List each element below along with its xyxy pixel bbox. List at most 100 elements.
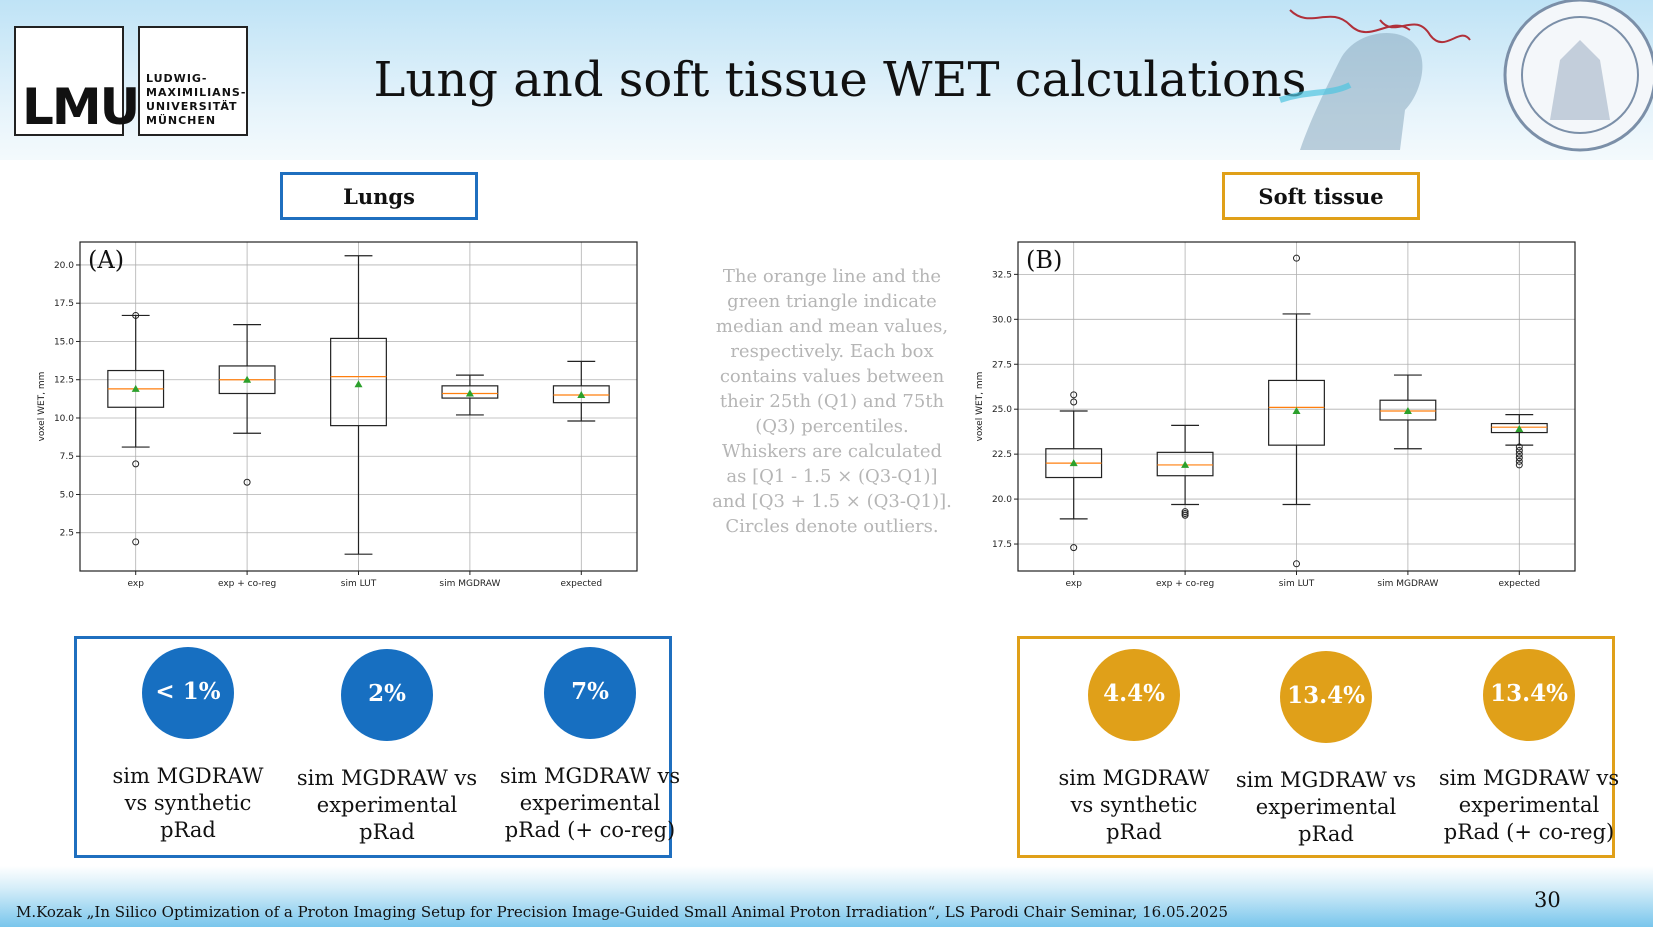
x-tick-label: expected xyxy=(1498,579,1540,589)
mean-marker xyxy=(1515,424,1524,432)
box xyxy=(1379,399,1437,421)
stat-line: pRad xyxy=(160,818,216,842)
lungs-boxplot: 2.5 5.0 7.5 10.0 12.5 15.0 17.5 20.0 exp exp + co… xyxy=(37,241,638,589)
stat-line: sim MGDRAW xyxy=(1058,766,1210,790)
x-tick-label: exp xyxy=(127,579,144,589)
y-tick-label: 2.5 xyxy=(60,529,74,539)
stat-line: vs synthetic xyxy=(124,791,252,815)
x-tick-label: exp xyxy=(1065,579,1082,589)
plot-frame xyxy=(79,241,638,572)
footer-citation: M.Kozak „In Silico Optimization of a Pro… xyxy=(16,903,1229,921)
stat-line: pRad xyxy=(1298,822,1354,846)
outlier-point xyxy=(1293,254,1300,262)
outlier-point xyxy=(1515,461,1523,469)
soft-tissue-stats-panel: 4.4% sim MGDRAW vs synthetic pRad 13.4% … xyxy=(1017,636,1619,858)
lungs-stat: 7% sim MGDRAW vs experimental pRad (+ co… xyxy=(490,647,690,844)
page-number: 30 xyxy=(1534,888,1561,912)
stat-line: experimental xyxy=(519,791,661,815)
stat-line: pRad (+ co-reg) xyxy=(504,818,676,842)
outlier-point xyxy=(243,478,251,486)
box xyxy=(1045,448,1103,479)
stat-line: experimental xyxy=(1458,793,1600,817)
lmu-name-line: LUDWIG- xyxy=(146,72,208,85)
stat-description: sim MGDRAW vs experimental pRad xyxy=(1226,767,1426,848)
stat-line: sim MGDRAW vs xyxy=(1235,768,1417,792)
x-tick-label: sim LUT xyxy=(341,579,377,589)
x-tick-label: sim LUT xyxy=(1279,579,1315,589)
stat-circle: 7% xyxy=(544,647,636,739)
plot-frame xyxy=(1017,241,1576,572)
x-tick-label: expected xyxy=(560,579,602,589)
stat-description: sim MGDRAW vs synthetic pRad xyxy=(88,763,288,844)
lmu-logo-mark: LMU xyxy=(22,78,140,136)
outlier-point xyxy=(1293,560,1300,568)
outlier-point xyxy=(132,311,140,319)
x-tick-label: sim MGDRAW xyxy=(439,579,500,589)
soft-tissue-stat: 13.4% sim MGDRAW vs experimental pRad (+… xyxy=(1429,649,1629,846)
outlier-point xyxy=(1515,454,1523,462)
box xyxy=(1268,379,1325,446)
y-tick-label: 17.5 xyxy=(992,540,1012,550)
stat-line: sim MGDRAW vs xyxy=(499,764,681,788)
outlier-point xyxy=(1515,457,1523,465)
y-tick-label: 27.5 xyxy=(992,360,1012,370)
outlier-point xyxy=(1515,450,1523,458)
stat-description: sim MGDRAW vs synthetic pRad xyxy=(1034,765,1234,846)
stat-circle: 13.4% xyxy=(1483,649,1575,741)
mean-marker xyxy=(1181,460,1190,468)
lmu-name-line: MAXIMILIANS- xyxy=(146,86,247,99)
lmu-name-line: MÜNCHEN xyxy=(146,114,217,127)
stat-line: pRad xyxy=(359,820,415,844)
mean-marker xyxy=(243,375,252,383)
stat-circle: 2% xyxy=(341,649,433,741)
x-tick-label: sim MGDRAW xyxy=(1377,579,1438,589)
soft-tissue-boxplot: 17.5 20.0 22.5 25.0 27.5 30.0 32.5 exp exp + co-… xyxy=(975,241,1576,589)
mean-marker xyxy=(131,384,140,392)
lmu-name-logo: LUDWIG- MAXIMILIANS- UNIVERSITÄT MÜNCHEN xyxy=(138,26,248,136)
mean-marker xyxy=(354,380,363,388)
stat-line: sim MGDRAW vs xyxy=(1438,766,1620,790)
box xyxy=(1490,422,1548,434)
stat-line: vs synthetic xyxy=(1070,793,1198,817)
outlier-point xyxy=(1070,398,1078,406)
y-axis-label: voxel WET, mm xyxy=(37,372,47,442)
stat-line: experimental xyxy=(316,793,458,817)
y-tick-label: 32.5 xyxy=(992,270,1012,280)
lungs-stat: 2% sim MGDRAW vs experimental pRad xyxy=(287,649,487,846)
box xyxy=(1156,451,1214,477)
outlier-point xyxy=(1070,544,1078,552)
stat-line: sim MGDRAW vs xyxy=(296,766,478,790)
footer-band xyxy=(0,866,1653,927)
mean-marker xyxy=(1292,406,1301,414)
y-axis-label: voxel WET, mm xyxy=(975,372,985,442)
box xyxy=(330,337,387,427)
mean-marker xyxy=(577,391,586,399)
slide-title: Lung and soft tissue WET calculations xyxy=(373,52,1307,108)
y-tick-label: 15.0 xyxy=(54,337,74,347)
soft-tissue-label: Soft tissue xyxy=(1222,172,1420,220)
y-tick-label: 5.0 xyxy=(60,490,75,500)
y-tick-label: 12.5 xyxy=(54,376,74,386)
box xyxy=(441,385,499,399)
y-tick-label: 7.5 xyxy=(60,452,74,462)
y-tick-label: 25.0 xyxy=(992,405,1012,415)
outlier-point xyxy=(132,538,140,546)
y-tick-label: 30.0 xyxy=(992,315,1012,325)
box xyxy=(552,385,610,404)
stat-circle: 4.4% xyxy=(1088,649,1180,741)
panel-label: (B) xyxy=(1026,246,1062,274)
stat-circle: 13.4% xyxy=(1280,651,1372,743)
stat-description: sim MGDRAW vs experimental pRad (+ co-re… xyxy=(490,763,690,844)
outlier-point xyxy=(132,460,140,468)
soft-tissue-stat: 13.4% sim MGDRAW vs experimental pRad xyxy=(1226,651,1426,848)
lungs-label: Lungs xyxy=(280,172,478,220)
outlier-point xyxy=(1070,391,1078,399)
stat-line: pRad (+ co-reg) xyxy=(1443,820,1615,844)
outlier-point xyxy=(1515,447,1523,455)
head-illustration-icon xyxy=(1279,0,1653,152)
x-tick-label: exp + co-reg xyxy=(1156,579,1214,589)
y-tick-label: 17.5 xyxy=(54,299,74,309)
stat-line: sim MGDRAW xyxy=(112,764,264,788)
stat-line: pRad xyxy=(1106,820,1162,844)
mean-marker xyxy=(1069,459,1078,467)
